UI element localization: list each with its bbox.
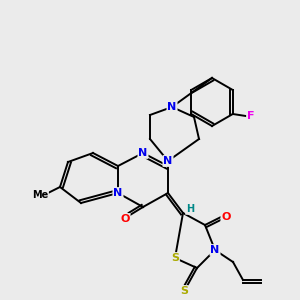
Text: N: N xyxy=(210,245,220,255)
Text: N: N xyxy=(167,102,177,112)
Text: S: S xyxy=(180,286,188,296)
Text: H: H xyxy=(186,204,194,214)
Text: S: S xyxy=(171,253,179,263)
Text: Me: Me xyxy=(32,190,48,200)
Text: N: N xyxy=(138,148,148,158)
Text: N: N xyxy=(164,156,172,166)
Text: F: F xyxy=(247,111,254,121)
Text: N: N xyxy=(113,188,123,198)
Text: O: O xyxy=(120,214,130,224)
Text: O: O xyxy=(221,212,231,222)
